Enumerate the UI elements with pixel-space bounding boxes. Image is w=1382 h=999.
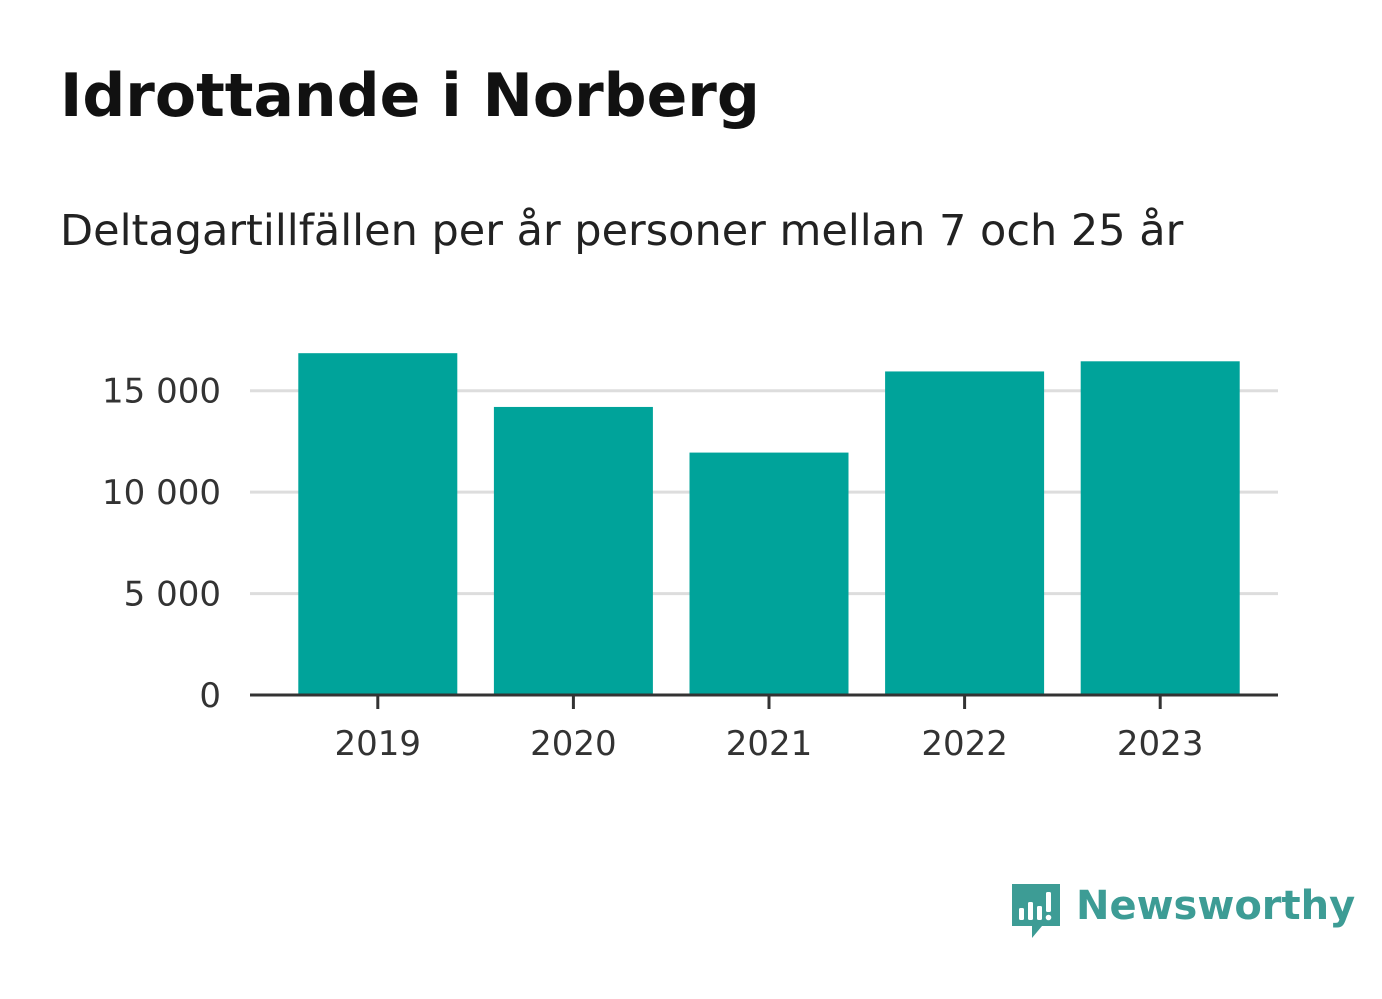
- axes: 0 5 000 10 000 15 000 2019 2020 2021 2022 2023: [102, 372, 1278, 764]
- bar-2022: [885, 371, 1045, 695]
- brand-logo: Newsworthy: [1010, 878, 1355, 942]
- y-tick-label: 10 000: [102, 473, 221, 513]
- chart-subtitle: Deltagartillfällen per år personer mella…: [60, 206, 1184, 256]
- bar-2019: [298, 353, 458, 695]
- bars: [298, 353, 1240, 695]
- brand-name: Newsworthy: [1076, 883, 1356, 929]
- x-tick-label: 2020: [530, 724, 617, 764]
- x-tick-label: 2023: [1117, 724, 1204, 764]
- chart-title: Idrottande i Norberg: [60, 61, 760, 131]
- y-tick-label: 5 000: [124, 575, 221, 615]
- x-tick-label: 2021: [726, 724, 813, 764]
- bar-2020: [493, 406, 653, 695]
- y-tick-label: 0: [199, 676, 221, 716]
- y-tick-label: 15 000: [102, 372, 221, 412]
- x-tick-label: 2022: [921, 724, 1008, 764]
- bar-2021: [689, 452, 849, 695]
- bar-2023: [1080, 361, 1240, 695]
- x-tick-label: 2019: [335, 724, 422, 764]
- newsworthy-logo-icon: [1012, 884, 1060, 938]
